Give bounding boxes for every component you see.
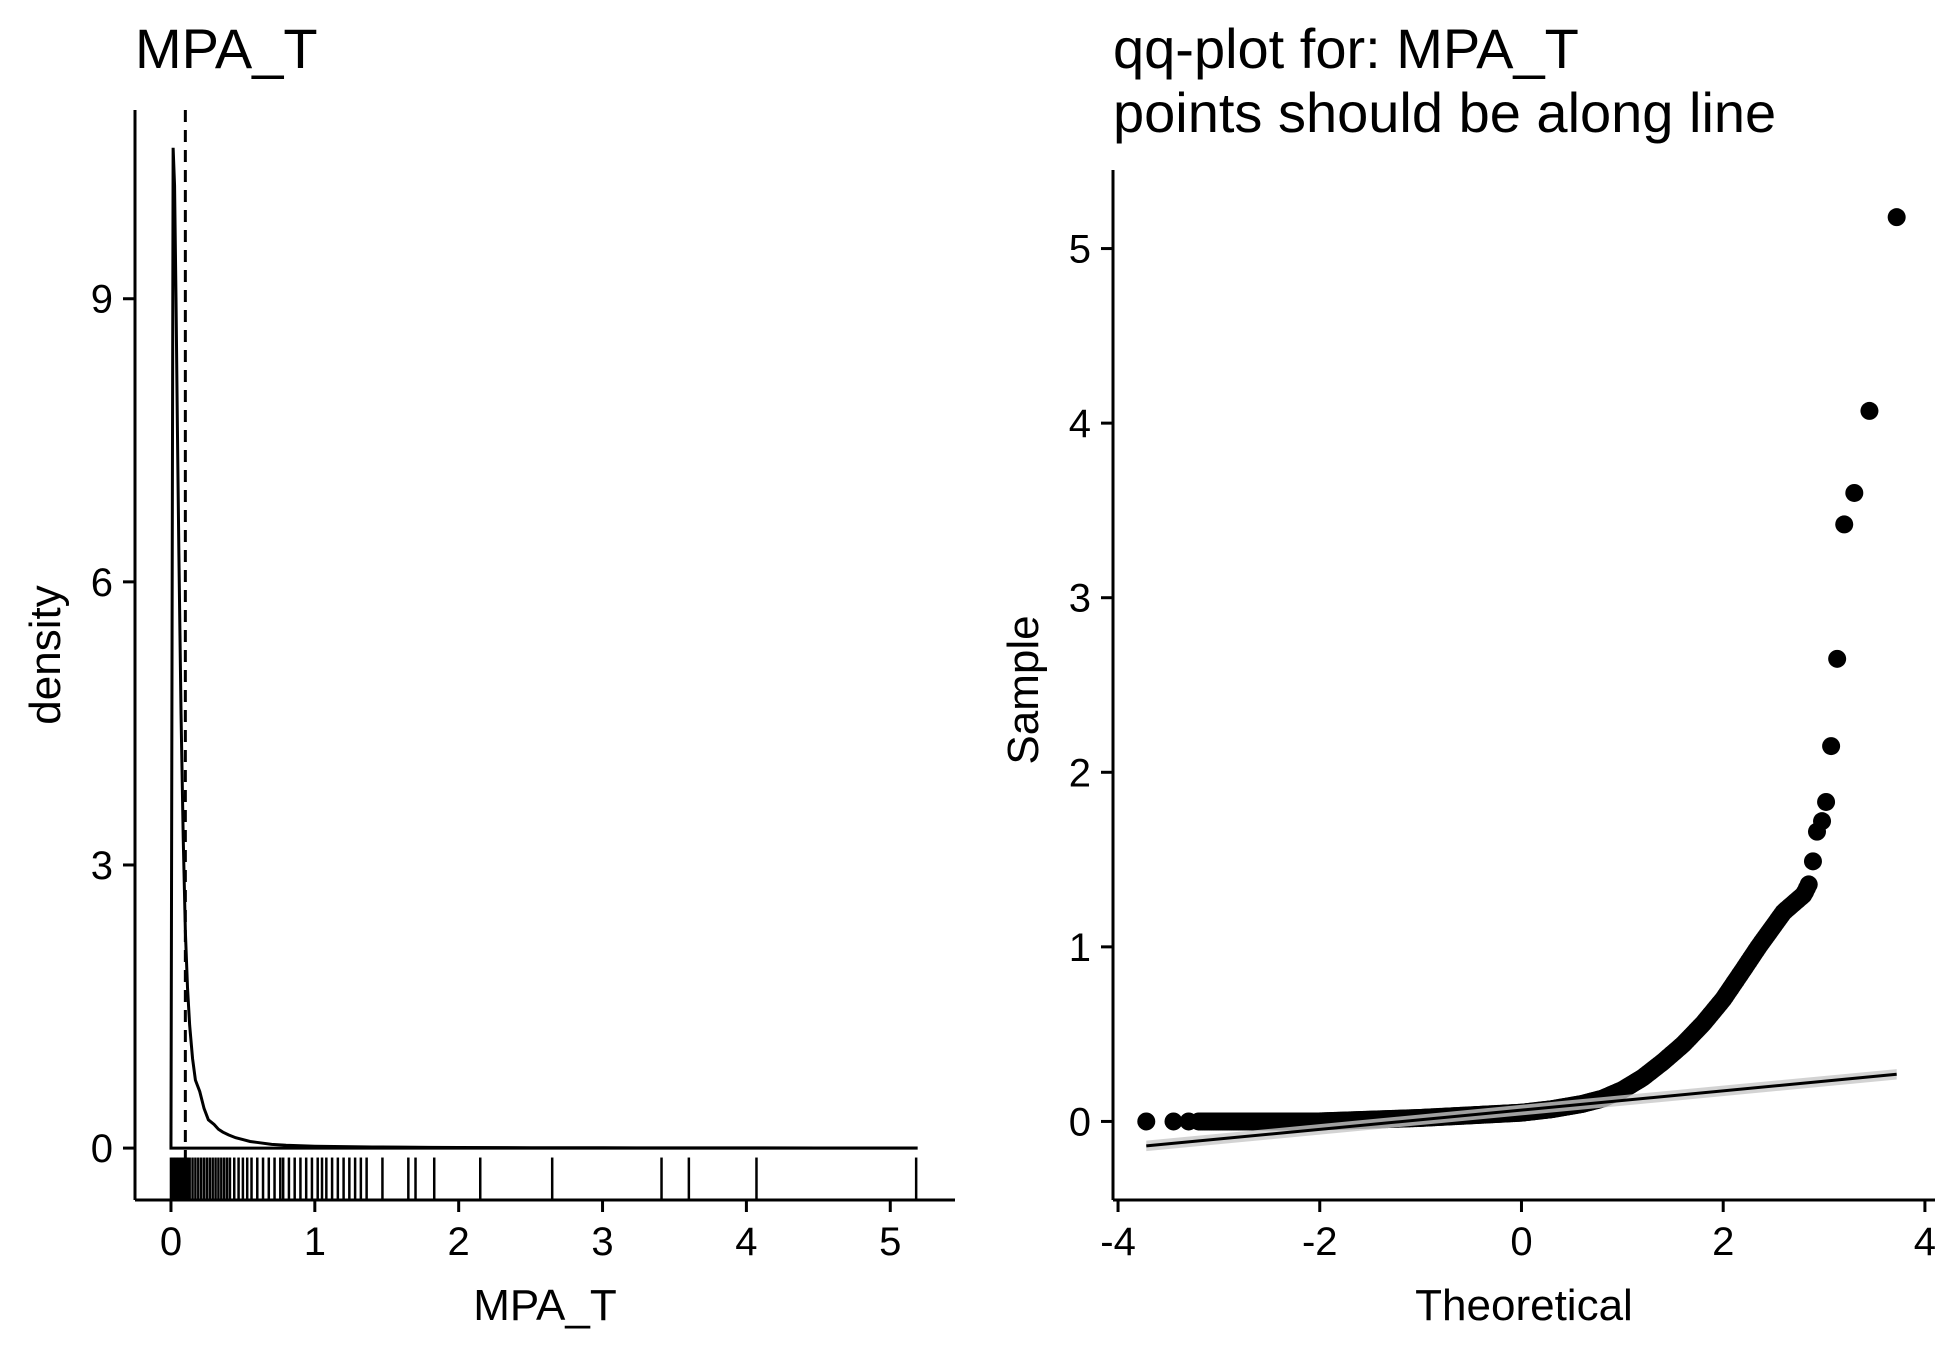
- density-x-ticks: 0 1 2 3 4 5: [160, 1200, 901, 1264]
- qq-y-tick-label: 4: [1069, 402, 1091, 446]
- qq-title: qq-plot for: MPA_T: [1113, 17, 1579, 80]
- density-x-label: MPA_T: [473, 1281, 616, 1330]
- qq-x-tick-label: 0: [1510, 1220, 1532, 1264]
- density-y-ticks: 0 3 6 9: [91, 278, 135, 1171]
- qq-x-tick-label: -4: [1100, 1220, 1136, 1264]
- qq-panel: qq-plot for: MPA_T points should be alon…: [999, 17, 1936, 1330]
- qq-y-ticks: 0 1 2 3 4 5: [1069, 228, 1113, 1144]
- qq-point: [1835, 515, 1854, 534]
- qq-x-tick-label: 4: [1914, 1220, 1936, 1264]
- qq-x-ticks: -4 -2 0 2 4: [1100, 1200, 1936, 1264]
- qq-point: [1803, 852, 1822, 871]
- density-curve-outline: [169, 147, 918, 1150]
- qq-y-tick-label: 3: [1069, 577, 1091, 621]
- density-y-tick-label: 9: [91, 278, 113, 322]
- qq-x-label: Theoretical: [1415, 1281, 1633, 1330]
- qq-point: [1860, 401, 1879, 420]
- qq-x-tick-label: 2: [1712, 1220, 1734, 1264]
- density-x-tick-label: 0: [160, 1220, 182, 1264]
- density-x-tick-label: 1: [304, 1220, 326, 1264]
- qq-y-tick-label: 2: [1069, 751, 1091, 795]
- qq-points: [1137, 208, 1906, 1131]
- density-rug: [169, 1157, 918, 1200]
- qq-reference-line: [1146, 1072, 1897, 1148]
- density-y-label: density: [21, 585, 70, 724]
- density-y-tick-label: 6: [91, 561, 113, 605]
- qq-point: [1845, 483, 1864, 502]
- qq-y-tick-label: 5: [1069, 228, 1091, 272]
- qq-point: [1817, 792, 1836, 811]
- qq-point: [1137, 1112, 1156, 1131]
- qq-point: [1887, 208, 1906, 227]
- density-x-tick-label: 4: [735, 1220, 757, 1264]
- qq-point: [1822, 737, 1841, 756]
- qq-y-tick-label: 0: [1069, 1100, 1091, 1144]
- density-panel: MPA_T 0 1 2 3 4 5 0 3 6 9 MPA_T density: [21, 17, 955, 1330]
- density-title: MPA_T: [135, 17, 318, 80]
- qq-point: [1807, 822, 1826, 841]
- density-x-tick-label: 5: [879, 1220, 901, 1264]
- qq-x-tick-label: -2: [1302, 1220, 1338, 1264]
- qq-point: [1164, 1112, 1183, 1131]
- qq-point: [1828, 649, 1847, 668]
- density-y-tick-label: 0: [91, 1127, 113, 1171]
- qq-y-label: Sample: [999, 615, 1048, 764]
- qq-subtitle: points should be along line: [1113, 81, 1776, 144]
- density-x-tick-label: 2: [448, 1220, 470, 1264]
- density-y-tick-label: 3: [91, 844, 113, 888]
- qq-y-tick-label: 1: [1069, 926, 1091, 970]
- density-x-tick-label: 3: [591, 1220, 613, 1264]
- qq-point: [1799, 875, 1818, 894]
